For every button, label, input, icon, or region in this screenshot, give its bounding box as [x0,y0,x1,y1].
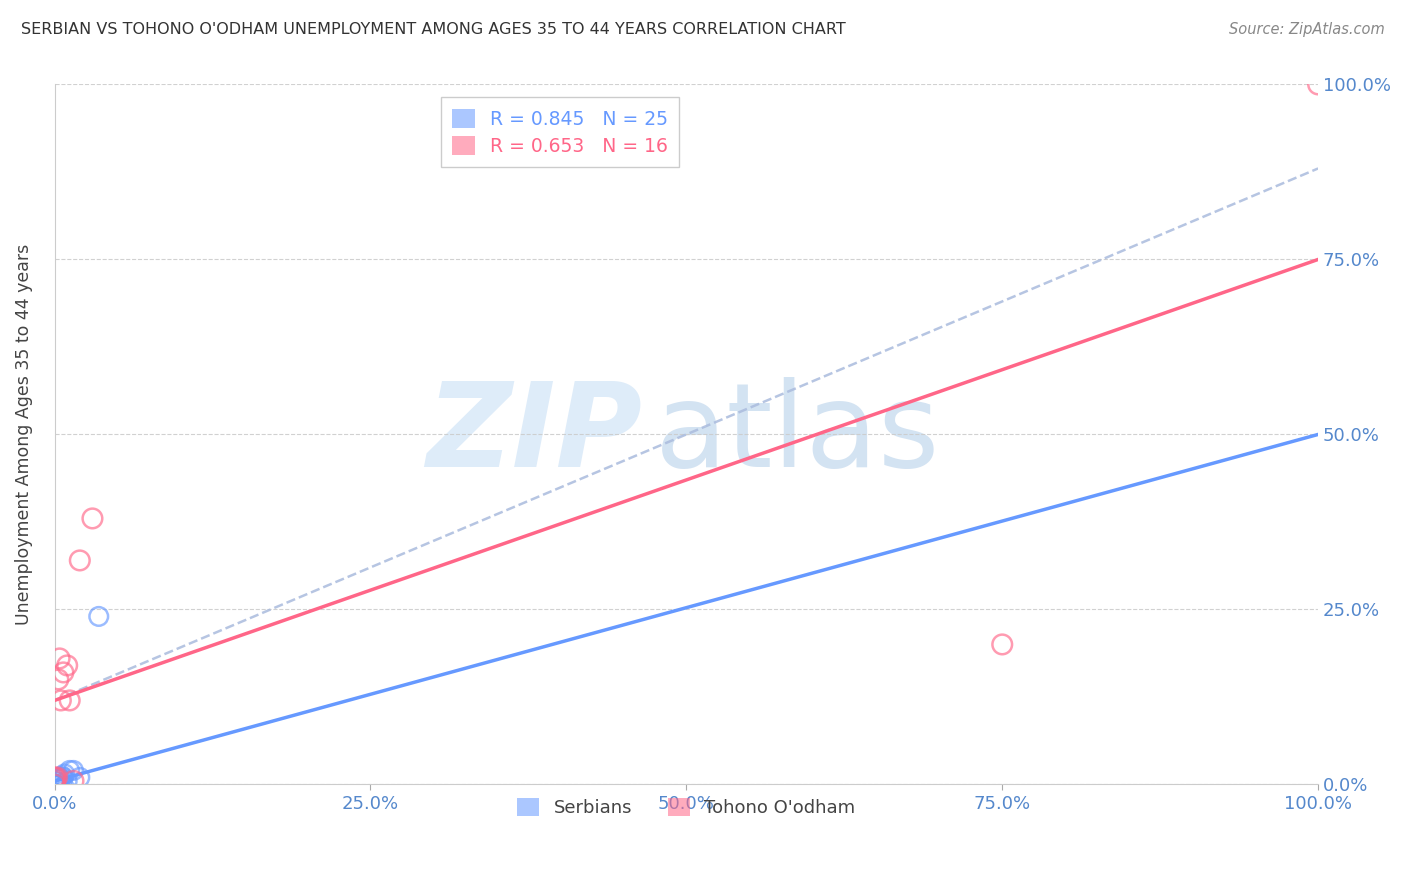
Point [991,637,1014,651]
Text: atlas: atlas [655,377,941,491]
Point [44,771,66,785]
Point [48,771,70,785]
Point [46,772,69,786]
Point [69,553,91,567]
Point [87,609,110,624]
Text: SERBIAN VS TOHONO O'ODHAM UNEMPLOYMENT AMONG AGES 35 TO 44 YEARS CORRELATION CHA: SERBIAN VS TOHONO O'ODHAM UNEMPLOYMENT A… [21,22,846,37]
Legend: Serbians, Tohono O'odham: Serbians, Tohono O'odham [510,790,862,824]
Point [45,772,67,786]
Point [44,777,66,791]
Point [44,777,66,791]
Point [46,775,69,789]
Point [44,777,66,791]
Point [52,665,75,680]
Point [44,777,66,791]
Text: Source: ZipAtlas.com: Source: ZipAtlas.com [1229,22,1385,37]
Point [82,511,104,525]
Point [44,777,66,791]
Point [44,777,66,791]
Point [46,673,69,687]
Point [44,777,66,791]
Point [48,651,70,665]
Point [53,767,76,781]
Point [69,771,91,785]
Point [45,777,67,791]
Point [44,777,66,791]
Point [59,764,82,778]
Point [62,773,84,788]
Point [62,764,84,778]
Text: ZIP: ZIP [426,377,643,491]
Point [49,772,72,786]
Point [52,771,75,785]
Point [51,769,73,783]
Point [1308,78,1330,92]
Point [45,773,67,788]
Point [44,773,66,788]
Point [44,777,66,791]
Point [56,773,79,788]
Point [44,777,66,791]
Y-axis label: Unemployment Among Ages 35 to 44 years: Unemployment Among Ages 35 to 44 years [15,244,32,625]
Point [44,777,66,791]
Point [59,693,82,707]
Point [46,771,69,785]
Point [56,658,79,673]
Point [49,693,72,707]
Point [44,777,66,791]
